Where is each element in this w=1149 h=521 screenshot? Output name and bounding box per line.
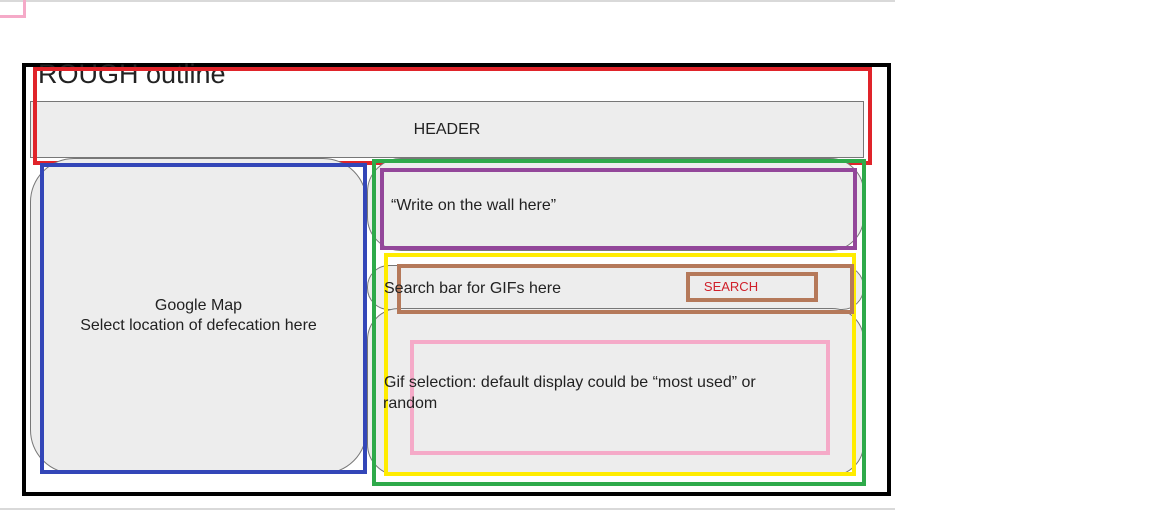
map-line-2: Select location of defecation here — [80, 317, 317, 334]
header-box — [33, 67, 872, 165]
gif-selection-line-2: random — [383, 395, 438, 412]
wall-prompt: “Write on the wall here” — [391, 197, 557, 214]
map-line-1: Google Map — [154, 297, 243, 314]
bottom-divider — [0, 508, 895, 510]
gif-selection-box — [410, 340, 830, 455]
corner-pink-mark — [0, 0, 26, 18]
outer-frame — [22, 63, 891, 496]
wall-box[interactable] — [380, 168, 857, 250]
gif-area-box — [384, 253, 856, 476]
gif-selection-line-1: Gif selection: default display could be … — [384, 374, 756, 391]
right-panel-box — [372, 159, 866, 486]
search-bar-box[interactable] — [397, 264, 854, 314]
wall-shape — [367, 158, 864, 251]
header-bar: HEADER — [30, 101, 864, 158]
map-box — [40, 163, 367, 474]
header-label: HEADER — [413, 120, 481, 138]
page-title: ROUGH outline — [38, 59, 226, 89]
search-bar-label: Search bar for GIFs here — [384, 280, 561, 297]
top-divider — [0, 0, 895, 2]
search-button-label: SEARCH — [703, 279, 759, 294]
search-button[interactable]: SEARCH — [686, 272, 818, 302]
